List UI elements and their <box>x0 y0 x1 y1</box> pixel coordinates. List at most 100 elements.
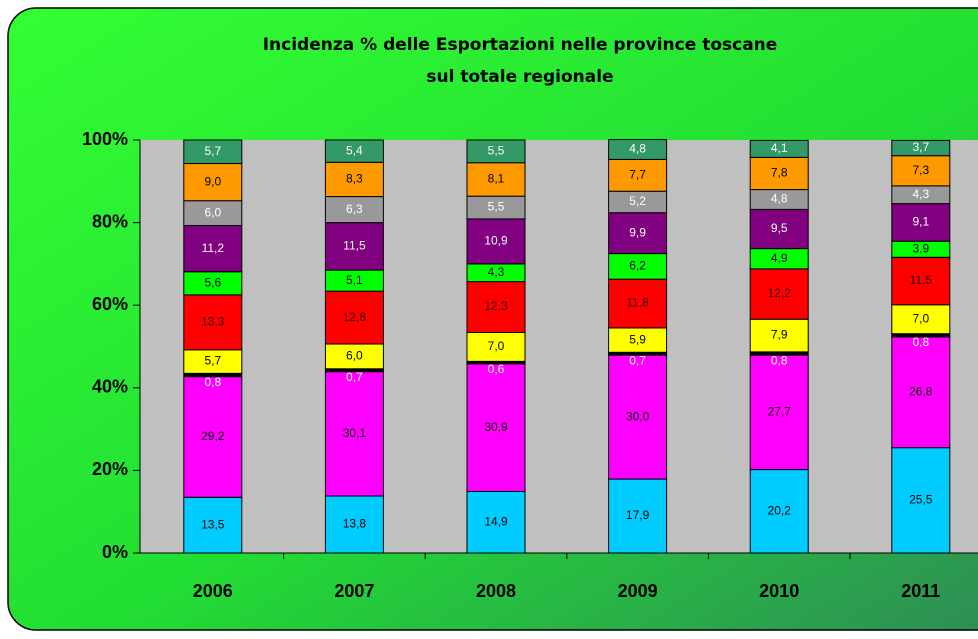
data-label: 13,3 <box>201 315 225 329</box>
data-label: 5,5 <box>488 200 505 214</box>
data-label: 7,3 <box>912 163 929 177</box>
bar-segment <box>749 354 809 471</box>
data-label: 6,0 <box>346 349 363 363</box>
data-label: 0,7 <box>629 353 646 367</box>
bar-segment <box>324 196 384 224</box>
data-label: 9,5 <box>771 221 788 235</box>
bar-segment <box>608 158 668 192</box>
data-label: 0,8 <box>204 375 221 389</box>
bar-segment <box>466 139 526 164</box>
data-label: 13,8 <box>343 517 367 531</box>
x-tick-label: 2006 <box>193 581 233 601</box>
bar-segment <box>891 447 951 554</box>
data-label: 4,3 <box>488 265 505 279</box>
data-label: 7,8 <box>771 166 788 180</box>
bar-segment <box>749 469 809 554</box>
x-tick-label: 2011 <box>901 581 940 601</box>
data-label: 5,9 <box>629 332 646 346</box>
data-label: 5,5 <box>488 144 505 158</box>
bar-segment <box>183 200 243 226</box>
data-label: 7,0 <box>488 339 505 353</box>
bar-segment <box>608 354 668 480</box>
data-label: 3,9 <box>912 241 929 255</box>
data-label: 17,9 <box>626 508 650 522</box>
data-label: 5,7 <box>204 354 221 368</box>
data-label: 5,7 <box>204 144 221 158</box>
y-tick-label: 80% <box>92 211 128 231</box>
data-label: 6,2 <box>629 259 646 273</box>
bar-segment <box>324 371 384 497</box>
data-label: 6,3 <box>346 202 363 216</box>
bar-segment <box>608 327 668 353</box>
data-label: 7,7 <box>629 167 646 181</box>
y-tick-label: 60% <box>92 294 128 314</box>
bar-segment <box>183 224 243 273</box>
data-label: 8,3 <box>346 172 363 186</box>
bar-segment <box>608 212 668 255</box>
bar-segment <box>891 139 951 157</box>
bar-segment <box>608 139 668 160</box>
data-label: 9,9 <box>629 225 646 239</box>
bar-segment <box>466 218 526 265</box>
data-label: 30,1 <box>343 426 367 440</box>
bar-segment <box>891 256 951 306</box>
data-label: 4,8 <box>771 192 788 206</box>
bar-segment <box>466 490 526 554</box>
data-label: 4,1 <box>771 141 788 155</box>
data-label: 4,9 <box>771 251 788 265</box>
data-label: 5,4 <box>346 143 363 157</box>
y-tick-label: 0% <box>102 542 128 562</box>
bar-segment <box>608 278 668 329</box>
data-label: 30,9 <box>484 420 508 434</box>
data-label: 0,8 <box>771 353 788 367</box>
chart-title: sul totale regionale <box>426 67 613 87</box>
x-tick-label: 2010 <box>759 581 799 601</box>
data-label: 5,1 <box>346 273 363 287</box>
data-label: 20,2 <box>768 503 792 517</box>
bar-segment <box>183 139 243 165</box>
data-label: 0,6 <box>488 362 505 376</box>
data-label: 10,9 <box>484 234 508 248</box>
data-label: 3,7 <box>912 140 929 154</box>
data-label: 5,2 <box>629 194 646 208</box>
bar-segment <box>183 496 243 554</box>
bar-segment <box>891 336 951 449</box>
data-label: 7,9 <box>771 328 788 342</box>
bar-segment <box>466 363 526 492</box>
bar-segment <box>608 478 668 554</box>
bar-segment <box>749 156 809 191</box>
data-label: 13,5 <box>201 517 225 531</box>
data-label: 12,8 <box>343 310 367 324</box>
bar-segment <box>891 155 951 187</box>
y-tick-label: 40% <box>92 377 128 397</box>
x-tick-label: 2009 <box>618 581 658 601</box>
y-tick-label: 20% <box>92 459 128 479</box>
bar-segment <box>466 331 526 362</box>
data-label: 6,0 <box>204 205 221 219</box>
x-tick-label: 2008 <box>476 581 516 601</box>
bar-segment <box>324 161 384 198</box>
bar-segment <box>324 495 384 554</box>
data-label: 9,0 <box>204 174 221 188</box>
data-label: 11,5 <box>343 239 366 253</box>
data-label: 26,8 <box>909 385 933 399</box>
data-label: 0,7 <box>346 370 363 384</box>
data-label: 0,8 <box>912 335 929 349</box>
bar-segment <box>324 139 384 163</box>
bar-segment <box>324 222 384 271</box>
data-label: 11,8 <box>626 296 649 310</box>
data-label: 11,2 <box>202 241 225 255</box>
bar-segment <box>891 304 951 335</box>
data-label: 12,2 <box>768 286 792 300</box>
data-label: 4,3 <box>912 187 929 201</box>
bar-segment <box>891 203 951 242</box>
bar-segment <box>466 162 526 197</box>
bar-segment <box>324 343 384 370</box>
data-label: 11,5 <box>910 273 933 287</box>
bar-segment <box>749 139 809 158</box>
data-label: 7,0 <box>912 311 929 325</box>
data-label: 12,3 <box>484 299 508 313</box>
bar-segment <box>183 376 243 498</box>
bar-segment <box>466 281 526 333</box>
